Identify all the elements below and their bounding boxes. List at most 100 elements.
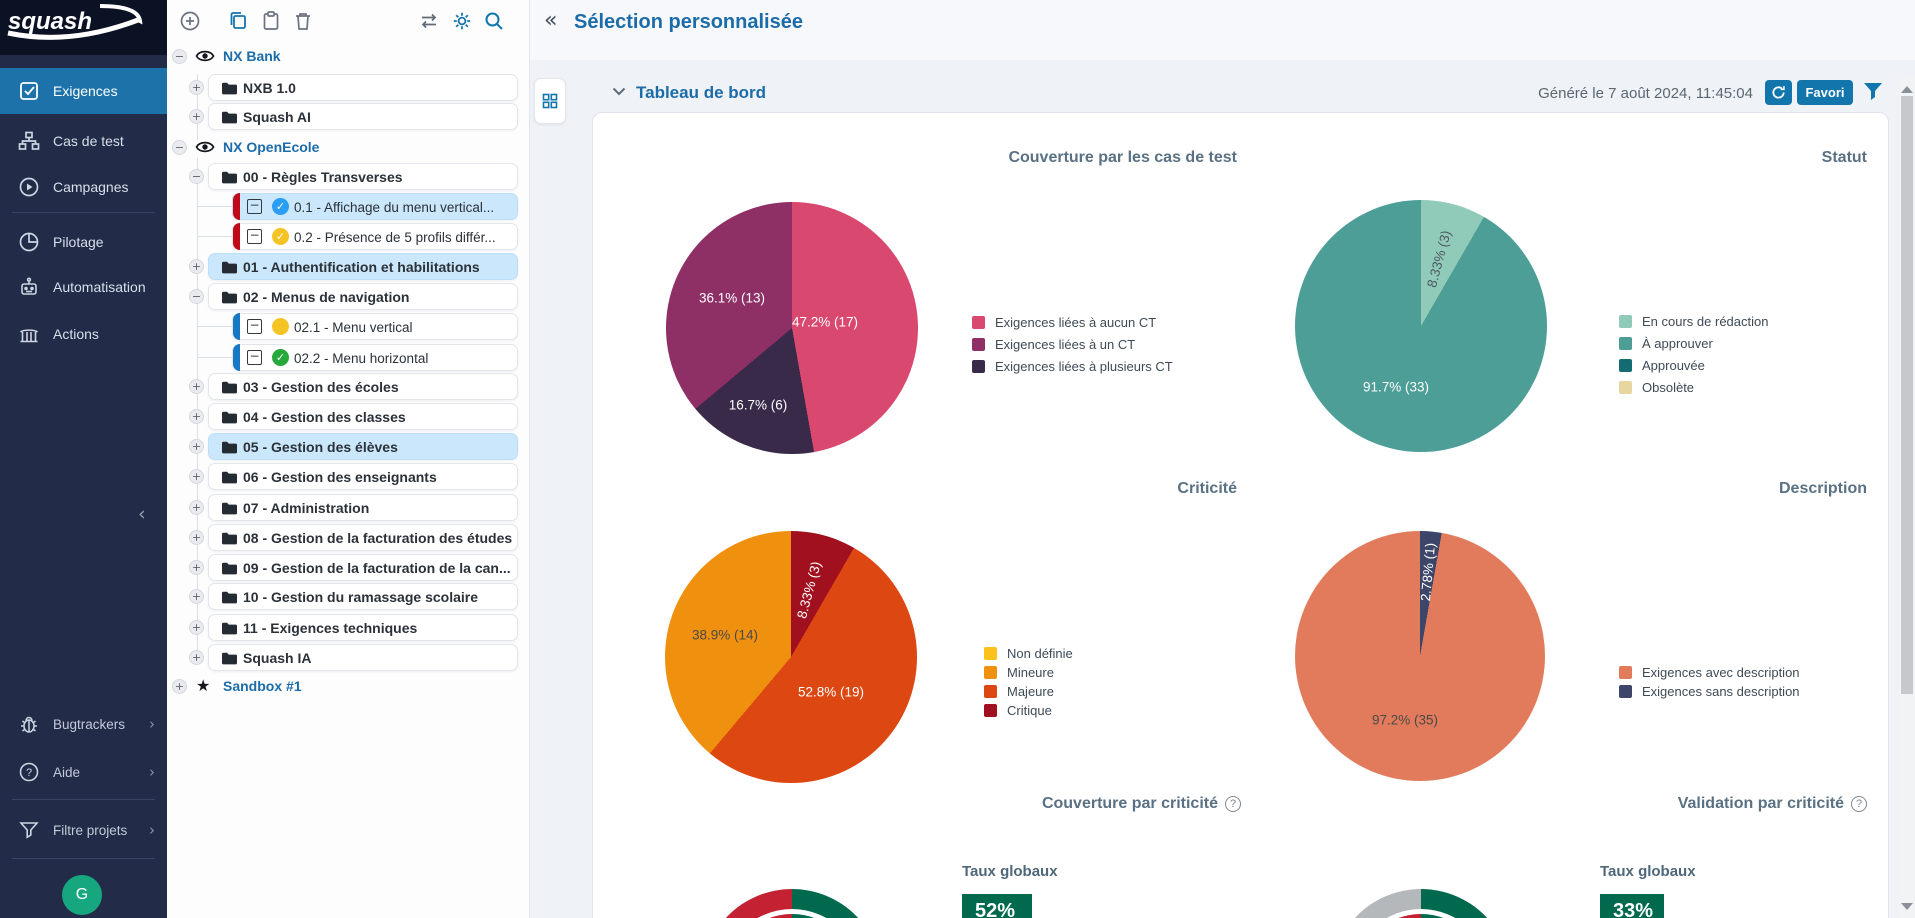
tree-node-card[interactable]: − ✓ 0.2 - Présence de 5 profils différ..…	[232, 223, 518, 250]
tree-node-card[interactable]: 06 - Gestion des enseignants	[208, 463, 518, 490]
tree-row-folder[interactable]: + 04 - Gestion des classes	[167, 403, 530, 430]
tree-row-folder[interactable]: + 03 - Gestion des écoles	[167, 373, 530, 400]
tree-node-card[interactable]: 11 - Exigences techniques	[208, 614, 518, 641]
tree-row-folder[interactable]: + 07 - Administration	[167, 494, 530, 521]
tree-row-folder[interactable]: + 05 - Gestion des élèves	[167, 433, 530, 460]
project-label[interactable]: NX Bank	[223, 48, 281, 64]
expand-icon[interactable]: +	[189, 469, 204, 484]
tree-node-card[interactable]: 03 - Gestion des écoles	[208, 373, 518, 400]
tree-row-requirement[interactable]: − ✓ 02.2 - Menu horizontal	[167, 344, 530, 371]
expand-icon[interactable]: +	[189, 439, 204, 454]
collapse-icon[interactable]: −	[172, 140, 187, 155]
expand-icon[interactable]: +	[189, 560, 204, 575]
project-label[interactable]: NX OpenEcole	[223, 139, 320, 155]
expand-icon[interactable]: +	[189, 379, 204, 394]
collapse-icon[interactable]: −	[189, 169, 204, 184]
tree-row-folder[interactable]: + Squash AI	[167, 103, 530, 130]
avatar[interactable]: G	[62, 875, 102, 915]
expand-icon[interactable]: +	[189, 650, 204, 665]
expand-icon[interactable]: +	[189, 589, 204, 604]
expand-icon[interactable]: +	[172, 679, 187, 694]
tree-row-folder[interactable]: − 02 - Menus de navigation	[167, 283, 530, 310]
expand-icon[interactable]: +	[189, 530, 204, 545]
tree-node-card[interactable]: 09 - Gestion de la facturation de la can…	[208, 554, 518, 581]
tree-row-folder[interactable]: − 00 - Règles Transverses	[167, 163, 530, 190]
tree-row-folder[interactable]: + NXB 1.0	[167, 74, 530, 101]
tree-guide-line	[197, 158, 198, 658]
tree-row-folder[interactable]: + 10 - Gestion du ramassage scolaire	[167, 583, 530, 610]
filter-funnel-icon[interactable]	[1862, 81, 1884, 104]
tree-node-card[interactable]: − 02.1 - Menu vertical	[232, 313, 518, 340]
tree-node-card[interactable]: Squash AI	[208, 103, 518, 130]
tree-node-card[interactable]: 02 - Menus de navigation	[208, 283, 518, 310]
search-icon[interactable]	[483, 10, 505, 32]
help-icon[interactable]: ?	[1225, 796, 1241, 812]
sidebar-collapse-button[interactable]: ‹	[138, 503, 146, 525]
expand-icon[interactable]: +	[189, 109, 204, 124]
tree-node-card[interactable]: NXB 1.0	[208, 74, 518, 101]
play-circle-icon	[18, 176, 40, 198]
copy-button[interactable]	[227, 10, 249, 32]
tree-row-requirement[interactable]: − ✓ 0.2 - Présence de 5 profils différ..…	[167, 223, 530, 250]
tree-row-folder[interactable]: + 08 - Gestion de la facturation des étu…	[167, 524, 530, 551]
tree-connector	[197, 206, 232, 207]
tree-node-card[interactable]: − ✓ 0.1 - Affichage du menu vertical...	[232, 193, 518, 220]
help-icon[interactable]: ?	[1851, 796, 1867, 812]
expand-icon[interactable]: +	[189, 500, 204, 515]
sidebar-item-bugtrackers[interactable]: Bugtrackers ›	[0, 705, 167, 743]
dashboard-title[interactable]: Tableau de bord	[636, 83, 767, 102]
tree-row-requirement[interactable]: − ✓ 0.1 - Affichage du menu vertical...	[167, 193, 530, 220]
tree-node-card[interactable]: 07 - Administration	[208, 494, 518, 521]
legend-chip	[984, 666, 997, 679]
tree-row-folder[interactable]: + 01 - Authentification et habilitations	[167, 253, 530, 280]
sidebar-item-cas-de-test[interactable]: Cas de test	[0, 120, 167, 162]
legend-item: Obsolète	[1619, 376, 1768, 398]
delete-button[interactable]	[292, 10, 314, 32]
tree-node-card[interactable]: Squash IA	[208, 644, 518, 671]
swap-arrows-icon[interactable]	[418, 10, 440, 32]
expand-icon[interactable]: +	[189, 620, 204, 635]
tree-node-card[interactable]: 10 - Gestion du ramassage scolaire	[208, 583, 518, 610]
tree-row-project[interactable]: − NX Bank	[167, 43, 530, 70]
sidebar-item-campagnes[interactable]: Campagnes	[0, 166, 167, 208]
tree-row-folder[interactable]: + Squash IA	[167, 644, 530, 671]
tree-node-card[interactable]: 00 - Règles Transverses	[208, 163, 518, 190]
status-draft-icon	[272, 318, 289, 335]
tree-row-requirement[interactable]: − 02.1 - Menu vertical	[167, 313, 530, 340]
expand-icon[interactable]: +	[189, 259, 204, 274]
scroll-down-arrow[interactable]	[1901, 903, 1913, 910]
refresh-button[interactable]	[1765, 80, 1792, 105]
paste-button[interactable]	[260, 10, 282, 32]
favorite-button[interactable]: Favori	[1797, 80, 1853, 105]
sidebar-item-filtre-projets[interactable]: Filtre projets ›	[0, 811, 167, 849]
tree-node-card[interactable]: 04 - Gestion des classes	[208, 403, 518, 430]
scroll-up-arrow[interactable]	[1901, 86, 1913, 93]
collapse-icon[interactable]: −	[172, 49, 187, 64]
tree-node-card[interactable]: 01 - Authentification et habilitations	[208, 253, 518, 280]
tree-row-project[interactable]: − NX OpenEcole	[167, 134, 530, 161]
tree-node-card[interactable]: 05 - Gestion des élèves	[208, 433, 518, 460]
tree-node-card[interactable]: 08 - Gestion de la facturation des étude…	[208, 524, 518, 551]
collapse-panel-icon[interactable]: «	[544, 8, 558, 33]
collapse-icon[interactable]: −	[189, 289, 204, 304]
project-label[interactable]: Sandbox #1	[223, 678, 302, 694]
chevron-down-icon[interactable]	[612, 87, 626, 96]
tree-row-folder[interactable]: + 09 - Gestion de la facturation de la c…	[167, 554, 530, 581]
sidebar-item-pilotage[interactable]: Pilotage	[0, 221, 167, 263]
eye-icon[interactable]	[195, 139, 215, 155]
expand-icon[interactable]: +	[189, 409, 204, 424]
add-button[interactable]	[179, 10, 201, 32]
sidebar-item-automatisation[interactable]: Automatisation	[0, 266, 167, 308]
expand-icon[interactable]: +	[189, 80, 204, 95]
tree-row-project[interactable]: + ★ Sandbox #1	[167, 673, 530, 700]
tree-row-folder[interactable]: + 11 - Exigences techniques	[167, 614, 530, 641]
dashboard-tab[interactable]	[534, 78, 566, 124]
tree-node-card[interactable]: − ✓ 02.2 - Menu horizontal	[232, 344, 518, 371]
tree-row-folder[interactable]: + 06 - Gestion des enseignants	[167, 463, 530, 490]
sidebar-item-aide[interactable]: ? Aide ›	[0, 753, 167, 791]
sidebar-item-exigences[interactable]: Exigences	[0, 68, 167, 114]
eye-icon[interactable]	[195, 48, 215, 64]
sidebar-item-actions[interactable]: Actions	[0, 313, 167, 355]
settings-gear-icon[interactable]	[451, 10, 473, 32]
scrollbar-thumb[interactable]	[1901, 96, 1913, 694]
